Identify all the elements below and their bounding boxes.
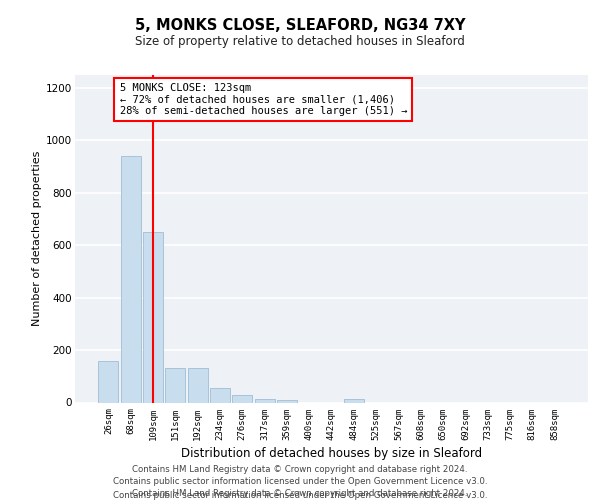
Text: Size of property relative to detached houses in Sleaford: Size of property relative to detached ho… [135,35,465,48]
Bar [143,232,163,402]
Bar [254,398,275,402]
Text: Contains HM Land Registry data © Crown copyright and database right 2024.
Contai: Contains HM Land Registry data © Crown c… [113,464,487,486]
Bar [344,398,364,402]
Y-axis label: Number of detached properties: Number of detached properties [32,151,42,326]
Bar [165,368,185,402]
Bar [210,388,230,402]
Text: 5 MONKS CLOSE: 123sqm
← 72% of detached houses are smaller (1,406)
28% of semi-d: 5 MONKS CLOSE: 123sqm ← 72% of detached … [119,83,407,116]
Bar [121,156,141,402]
Text: 5, MONKS CLOSE, SLEAFORD, NG34 7XY: 5, MONKS CLOSE, SLEAFORD, NG34 7XY [135,18,465,32]
Bar [98,360,118,403]
Bar [277,400,297,402]
X-axis label: Distribution of detached houses by size in Sleaford: Distribution of detached houses by size … [181,446,482,460]
Text: Contains public sector information licensed under the Open Government Licence v3: Contains public sector information licen… [113,491,487,500]
Bar [188,368,208,402]
Text: Contains HM Land Registry data © Crown copyright and database right 2024.: Contains HM Land Registry data © Crown c… [132,488,468,498]
Bar [232,394,252,402]
